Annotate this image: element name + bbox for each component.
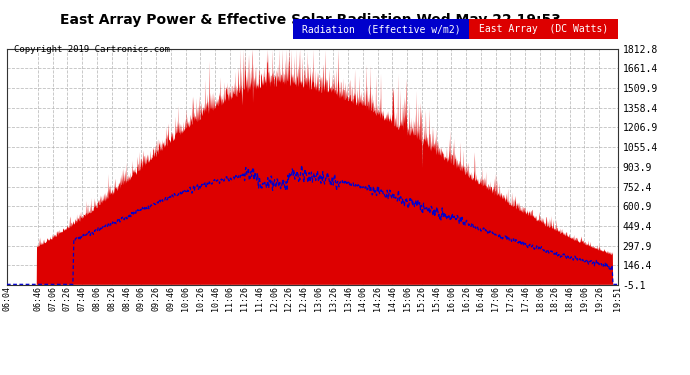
Text: East Array  (DC Watts): East Array (DC Watts)	[479, 24, 608, 34]
Text: Radiation  (Effective w/m2): Radiation (Effective w/m2)	[302, 24, 460, 34]
Text: East Array Power & Effective Solar Radiation Wed May 22 19:53: East Array Power & Effective Solar Radia…	[60, 13, 561, 27]
Text: Copyright 2019 Cartronics.com: Copyright 2019 Cartronics.com	[14, 45, 170, 54]
